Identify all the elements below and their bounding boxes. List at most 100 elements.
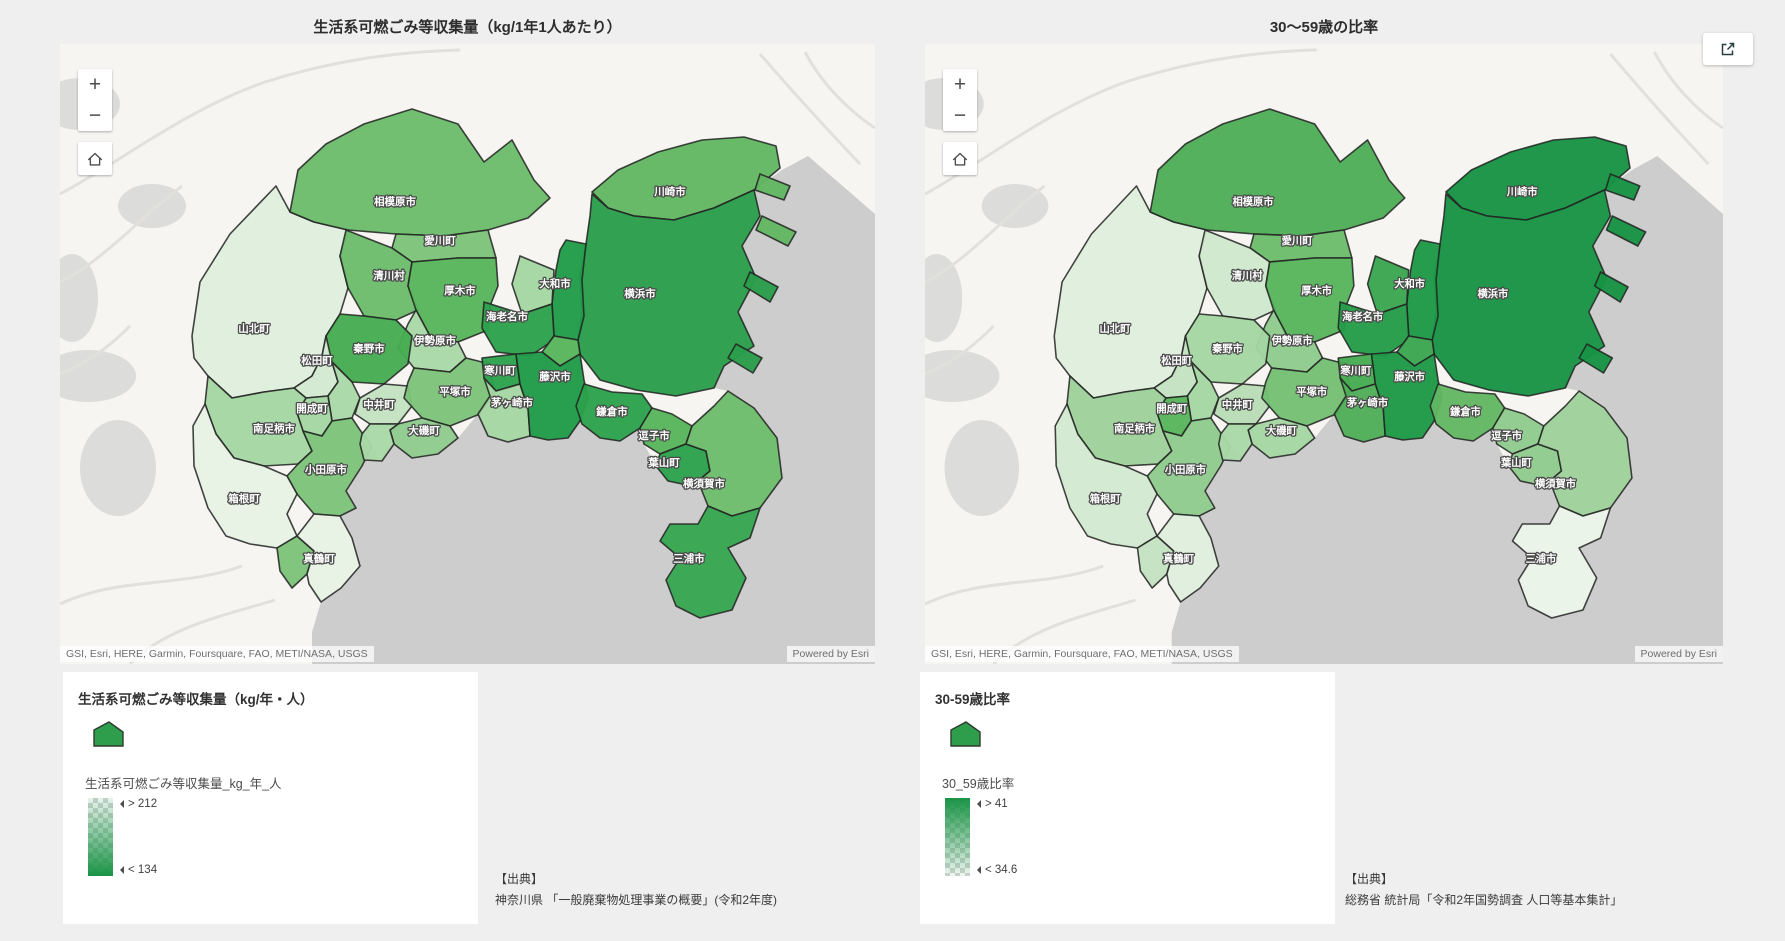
basemap-road <box>1609 53 1710 166</box>
region-sagamihara[interactable] <box>289 108 551 237</box>
zoom-in-button[interactable]: + <box>943 69 977 100</box>
external-link-icon <box>1721 42 1735 56</box>
ramp-arrow-icon <box>116 800 124 808</box>
map-title-left: 生活系可燃ごみ等収集量（kg/1年1人あたり） <box>313 19 622 36</box>
region-label-matsuda: 松田町 <box>1161 354 1192 367</box>
region-kamakura[interactable] <box>1429 383 1506 442</box>
region-bay-island-3[interactable] <box>1593 271 1629 303</box>
region-bay-island-1[interactable] <box>1604 173 1641 201</box>
ramp-arrow-icon <box>973 800 981 808</box>
region-bay-island-2[interactable] <box>1605 215 1647 247</box>
legend-field-name: 30_59歳比率 <box>942 777 1015 791</box>
basemap-road <box>264 48 461 84</box>
region-ninomiya[interactable] <box>1217 423 1257 462</box>
region-nakai[interactable] <box>354 383 413 425</box>
region-kiyokawa[interactable] <box>339 229 419 321</box>
region-kamakura[interactable] <box>575 383 653 442</box>
region-zama[interactable] <box>511 255 555 315</box>
legend-swatch <box>93 720 463 753</box>
region-label-chigasaki: 茅ヶ崎市 <box>490 396 533 409</box>
zoom-widget: + − <box>78 69 112 131</box>
region-label-chigasaki: 茅ヶ崎市 <box>1347 396 1389 409</box>
region-label-kamakura: 鎌倉市 <box>595 405 628 418</box>
sea <box>312 156 875 664</box>
home-button[interactable] <box>78 142 112 175</box>
region-chigasaki[interactable] <box>477 377 531 443</box>
region-label-samukawa: 寒川町 <box>1339 364 1371 377</box>
region-label-yokohama: 横浜市 <box>624 287 656 300</box>
region-label-nakai: 中井町 <box>363 398 395 411</box>
legend-ramp: > 212 < 134 <box>88 798 463 876</box>
zoom-widget: + − <box>943 69 977 131</box>
region-label-odawara: 小田原市 <box>304 463 347 476</box>
region-odawara[interactable] <box>286 417 373 517</box>
region-fujisawa[interactable] <box>515 351 589 441</box>
region-bay-island-1[interactable] <box>754 173 791 201</box>
source-citation-census: 【出典】 総務省 統計局「令和2年国勢調査 人口等基本集計」 <box>1345 869 1622 911</box>
region-nakai[interactable] <box>1213 383 1271 425</box>
source-heading: 【出典】 <box>495 872 544 886</box>
region-label-yamato: 大和市 <box>1394 277 1425 290</box>
basemap-road <box>60 324 132 376</box>
legend-title: 30-59歳比率 <box>935 692 1011 707</box>
powered-by-esri: Powered by Esri <box>786 646 875 662</box>
region-manazuru[interactable] <box>1156 513 1220 603</box>
zoom-in-button[interactable]: + <box>78 69 112 100</box>
region-label-samukawa: 寒川町 <box>483 364 516 377</box>
source-text: 神奈川県 「一般廃棄物処理事業の概要」(令和2年度) <box>495 893 778 907</box>
basemap-road <box>803 51 875 130</box>
terrain-patch <box>80 420 156 516</box>
region-label-hiratsuka: 平塚市 <box>439 385 471 398</box>
region-zama[interactable] <box>1366 255 1410 315</box>
region-label-isehara: 伊勢原市 <box>1271 334 1314 347</box>
map-attribution: GSI, Esri, HERE, Garmin, Foursquare, FAO… <box>60 646 374 662</box>
region-manazuru[interactable] <box>296 513 361 603</box>
open-external-button[interactable] <box>1703 33 1753 65</box>
region-label-hayama: 葉山町 <box>647 456 680 469</box>
region-label-kawasaki: 川崎市 <box>1506 185 1538 198</box>
region-label-miura: 三浦市 <box>1525 552 1556 565</box>
region-label-sagamihara: 相模原市 <box>1232 195 1274 208</box>
region-label-hiratsuka: 平塚市 <box>1296 385 1327 398</box>
legend-ramp: > 41 < 34.6 <box>945 798 1320 876</box>
zoom-out-button[interactable]: − <box>78 100 112 131</box>
region-label-hakone: 箱根町 <box>1090 492 1121 505</box>
region-label-zushi: 逗子市 <box>1491 429 1522 442</box>
region-sagamihara[interactable] <box>1149 108 1406 237</box>
region-chigasaki[interactable] <box>1333 377 1386 443</box>
region-bay-island-3[interactable] <box>743 271 779 303</box>
region-label-manazuru: 真鶴町 <box>1163 552 1194 565</box>
source-text: 総務省 統計局「令和2年国勢調査 人口等基本集計」 <box>1345 893 1623 907</box>
region-bay-island-4[interactable] <box>1578 343 1614 374</box>
home-button[interactable] <box>943 142 977 175</box>
region-label-hadano: 秦野市 <box>352 342 385 355</box>
region-ninomiya[interactable] <box>359 423 399 462</box>
region-label-zushi: 逗子市 <box>638 429 670 442</box>
region-kiyokawa[interactable] <box>1198 229 1277 321</box>
basemap-road <box>925 564 1104 606</box>
region-label-sagamihara: 相模原市 <box>374 195 416 208</box>
region-fujisawa[interactable] <box>1370 351 1443 441</box>
legend-title: 生活系可燃ごみ等収集量（kg/年・人） <box>78 692 314 707</box>
ramp-min-label: < 34.6 <box>973 864 1017 876</box>
ramp-max-label: > 212 <box>116 798 157 810</box>
region-label-oiso: 大磯町 <box>408 424 440 437</box>
zoom-out-button[interactable]: − <box>943 100 977 131</box>
region-miura[interactable] <box>1511 505 1612 619</box>
region-label-odawara: 小田原市 <box>1164 463 1207 476</box>
region-label-kiyokawa: 清川村 <box>1232 269 1263 282</box>
region-label-manazuru: 真鶴町 <box>303 552 335 565</box>
source-citation-waste: 【出典】 神奈川県 「一般廃棄物処理事業の概要」(令和2年度) <box>495 869 777 911</box>
basemap-road <box>758 53 862 166</box>
region-label-yamato: 大和市 <box>539 277 571 290</box>
region-miura[interactable] <box>659 505 761 619</box>
region-label-fujisawa: 藤沢市 <box>1394 370 1425 383</box>
region-bay-island-4[interactable] <box>727 343 763 374</box>
region-odawara[interactable] <box>1146 417 1232 517</box>
region-label-miura: 三浦市 <box>673 552 705 565</box>
region-bay-island-2[interactable] <box>755 215 797 247</box>
region-label-yokosuka: 横須賀市 <box>1535 477 1577 490</box>
map-attribution: GSI, Esri, HERE, Garmin, Foursquare, FAO… <box>925 646 1239 662</box>
